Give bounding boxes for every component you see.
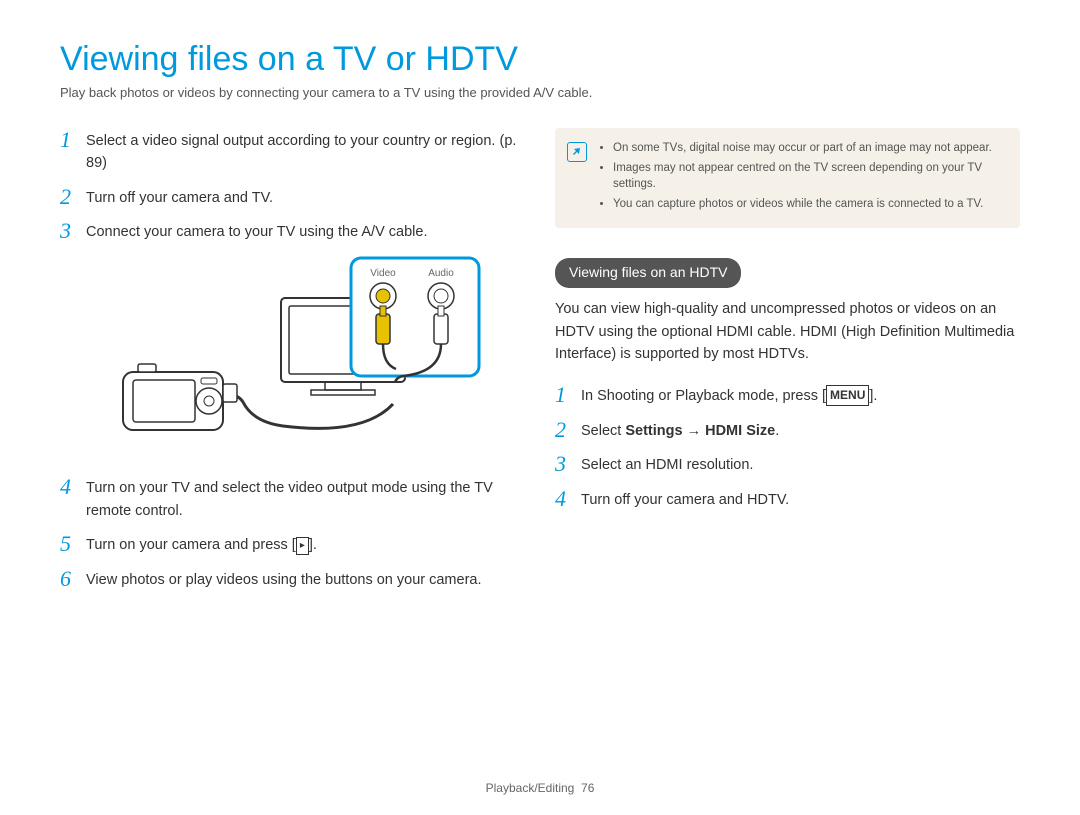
hdtv-step-2: 2 Select Settings → HDMI Size. bbox=[555, 418, 1020, 442]
footer-page-number: 76 bbox=[581, 781, 594, 795]
step-text: Select Settings → HDMI Size. bbox=[581, 418, 1020, 442]
step-number: 3 bbox=[60, 219, 86, 243]
step-number: 2 bbox=[555, 418, 581, 442]
step-text: Turn on your TV and select the video out… bbox=[86, 475, 525, 522]
step-text: Turn on your camera and press [▸]. bbox=[86, 532, 525, 556]
page-footer: Playback/Editing 76 bbox=[0, 781, 1080, 795]
step-text: View photos or play videos using the but… bbox=[86, 567, 525, 591]
page-subtitle: Play back photos or videos by connecting… bbox=[60, 85, 1020, 100]
step-number: 4 bbox=[555, 487, 581, 511]
step-5: 5 Turn on your camera and press [▸]. bbox=[60, 532, 525, 556]
play-icon: ▸ bbox=[296, 537, 309, 555]
step-4: 4 Turn on your TV and select the video o… bbox=[60, 475, 525, 522]
step-2: 2 Turn off your camera and TV. bbox=[60, 185, 525, 209]
step-1: 1 Select a video signal output according… bbox=[60, 128, 525, 175]
note-box: On some TVs, digital noise may occur or … bbox=[555, 128, 1020, 228]
note-item: Images may not appear centred on the TV … bbox=[613, 160, 1006, 192]
step-text: Connect your camera to your TV using the… bbox=[86, 219, 525, 243]
step-text: Turn off your camera and HDTV. bbox=[581, 487, 1020, 511]
footer-section: Playback/Editing bbox=[486, 781, 575, 795]
step-text: In Shooting or Playback mode, press [MEN… bbox=[581, 383, 1020, 407]
left-column: 1 Select a video signal output according… bbox=[60, 128, 525, 601]
step-number: 3 bbox=[555, 452, 581, 476]
step-text: Turn off your camera and TV. bbox=[86, 185, 525, 209]
step-number: 4 bbox=[60, 475, 86, 499]
step-number: 2 bbox=[60, 185, 86, 209]
page-title: Viewing files on a TV or HDTV bbox=[60, 40, 1020, 79]
step-number: 1 bbox=[60, 128, 86, 152]
hdtv-step-4: 4 Turn off your camera and HDTV. bbox=[555, 487, 1020, 511]
step-text: Select a video signal output according t… bbox=[86, 128, 525, 175]
note-item: You can capture photos or videos while t… bbox=[613, 196, 1006, 212]
step-number: 6 bbox=[60, 567, 86, 591]
note-item: On some TVs, digital noise may occur or … bbox=[613, 140, 1006, 156]
connection-diagram: Video Audio bbox=[60, 254, 525, 461]
right-column: On some TVs, digital noise may occur or … bbox=[555, 128, 1020, 601]
audio-label: Audio bbox=[428, 268, 454, 279]
step-text: Select an HDMI resolution. bbox=[581, 452, 1020, 476]
video-label: Video bbox=[370, 268, 396, 279]
step-3: 3 Connect your camera to your TV using t… bbox=[60, 219, 525, 243]
hdtv-intro: You can view high-quality and uncompress… bbox=[555, 298, 1020, 365]
note-icon bbox=[567, 142, 587, 162]
hdtv-step-3: 3 Select an HDMI resolution. bbox=[555, 452, 1020, 476]
step-number: 5 bbox=[60, 532, 86, 556]
hdtv-heading: Viewing files on an HDTV bbox=[555, 258, 741, 288]
step-6: 6 View photos or play videos using the b… bbox=[60, 567, 525, 591]
hdtv-step-1: 1 In Shooting or Playback mode, press [M… bbox=[555, 383, 1020, 407]
step-number: 1 bbox=[555, 383, 581, 407]
menu-button-label: MENU bbox=[826, 385, 869, 406]
